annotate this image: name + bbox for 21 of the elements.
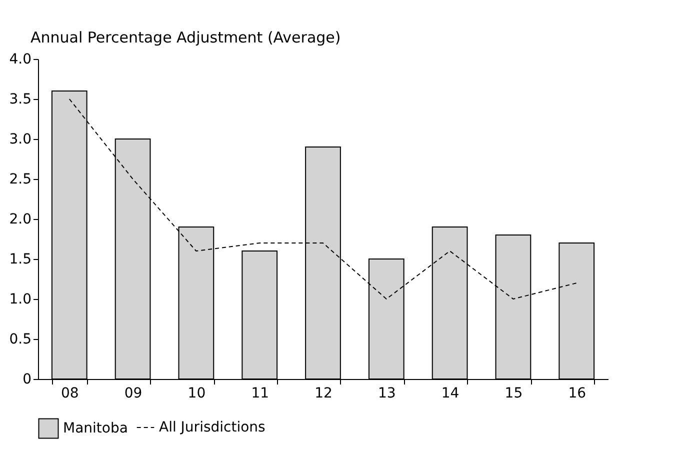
y-axis-title: Annual Percentage Adjustment (Average): [30, 28, 341, 46]
x-tick-label: 13: [378, 386, 396, 402]
y-tick-label: 2.0: [9, 212, 32, 228]
x-tick-label: 11: [251, 386, 270, 402]
y-tick-label: 0: [22, 372, 32, 388]
y-tick-label: 1.5: [9, 252, 32, 268]
y-tick-label: 4.0: [9, 52, 32, 68]
x-tick-label: 16: [568, 386, 586, 402]
x-tick-label: 10: [188, 386, 206, 402]
x-tick-label: 14: [441, 386, 460, 402]
legend-label: Manitoba: [63, 420, 128, 436]
y-tick-label: 0.5: [9, 332, 32, 348]
x-tick-label: 12: [314, 386, 332, 402]
legend-label: All Jurisdictions: [159, 420, 266, 436]
x-tick-label: 08: [60, 386, 79, 402]
x-tick-label: 09: [124, 386, 142, 402]
y-tick-label: 3.5: [9, 92, 32, 108]
y-tick-label: 2.5: [9, 172, 32, 188]
y-tick-label: 3.0: [9, 132, 32, 148]
x-tick-label: 15: [504, 386, 523, 402]
y-tick-label: 1.0: [9, 292, 32, 308]
